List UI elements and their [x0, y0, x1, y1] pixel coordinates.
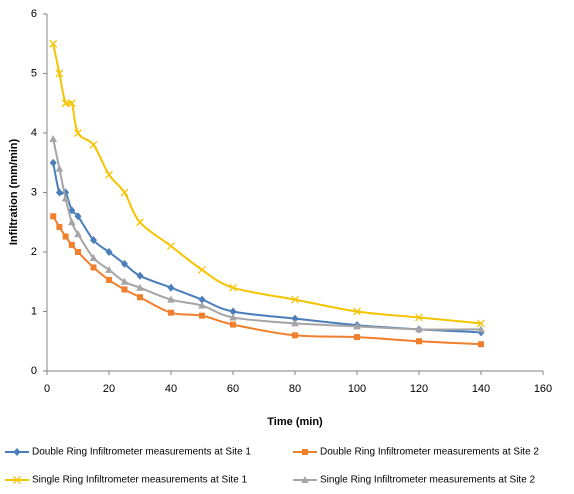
marker [74, 212, 82, 221]
marker [120, 188, 129, 197]
marker [137, 294, 143, 301]
marker [291, 314, 299, 323]
marker [136, 218, 144, 227]
marker [167, 295, 175, 303]
marker [353, 307, 361, 316]
marker [229, 313, 237, 321]
marker [55, 164, 64, 172]
x-tick-label: 120 [410, 383, 428, 395]
y-tick-label: 2 [31, 246, 37, 258]
marker [301, 476, 309, 483]
marker [105, 170, 113, 179]
marker [291, 319, 299, 327]
marker [56, 224, 63, 231]
y-tick-label: 5 [31, 67, 37, 79]
marker [477, 319, 485, 328]
marker [55, 188, 63, 197]
marker [105, 265, 113, 273]
x-tick-label: 60 [227, 383, 239, 395]
series-line [52, 162, 482, 334]
marker [167, 283, 175, 292]
y-tick-label: 4 [31, 127, 37, 139]
marker [49, 39, 58, 48]
marker [415, 313, 423, 322]
marker [198, 301, 206, 309]
marker [136, 271, 144, 280]
marker [120, 277, 129, 285]
legend-item: Single Ring Infiltrometer measurements a… [5, 475, 248, 486]
marker [291, 295, 299, 304]
marker [199, 312, 205, 319]
x-tick-label: 160 [534, 383, 552, 395]
marker [68, 206, 76, 215]
y-tick-label: 1 [31, 305, 37, 317]
marker [67, 99, 76, 108]
legend-text: Double Ring Infiltrometer measurements a… [32, 447, 251, 458]
marker [302, 449, 308, 455]
marker [75, 249, 81, 255]
marker [121, 259, 128, 268]
marker [353, 322, 361, 330]
series-line [52, 43, 482, 325]
marker [55, 69, 64, 78]
legend-text: Single Ring Infiltrometer measurements a… [320, 475, 536, 486]
y-tick-label: 6 [31, 8, 37, 20]
marker [68, 218, 76, 226]
marker [229, 307, 237, 316]
marker [198, 265, 206, 274]
marker [230, 321, 236, 328]
x-axis-title: Time (min) [267, 416, 323, 428]
x-tick-label: 20 [103, 383, 115, 395]
marker [229, 283, 237, 292]
marker [136, 283, 144, 291]
x-tick-label: 80 [289, 383, 301, 395]
marker [49, 158, 57, 167]
marker [478, 341, 484, 348]
y-tick-label: 0 [31, 365, 37, 377]
marker [74, 129, 82, 137]
x-tick-label: 140 [472, 383, 490, 395]
marker [13, 448, 21, 456]
x-tick-label: 100 [348, 383, 366, 395]
marker [61, 194, 70, 202]
marker [90, 264, 97, 271]
x-tick-label: 0 [44, 383, 50, 395]
legend-item: Single Ring Infiltrometer measurements a… [293, 475, 536, 486]
series-line [52, 215, 482, 346]
marker [105, 248, 113, 256]
legend-text: Double Ring Infiltrometer measurements a… [320, 447, 539, 458]
marker [74, 230, 82, 238]
marker [198, 295, 206, 304]
marker [416, 338, 422, 345]
marker [167, 242, 175, 251]
marker [477, 325, 485, 333]
marker [61, 99, 70, 108]
legend-text: Single Ring Infiltrometer measurements a… [32, 475, 248, 486]
y-tick-label: 3 [31, 186, 37, 198]
marker [90, 236, 97, 245]
marker [89, 140, 98, 149]
marker [415, 325, 423, 333]
legend-item: Double Ring Infiltrometer measurements a… [293, 447, 539, 458]
x-tick-label: 40 [165, 383, 177, 395]
marker [168, 309, 174, 316]
marker [50, 213, 57, 220]
y-axis-title: Infiltration (mm/min) [8, 139, 20, 246]
marker [354, 334, 360, 341]
marker [106, 276, 112, 283]
series-line [52, 138, 482, 331]
marker [49, 134, 57, 142]
legend-item: Double Ring Infiltrometer measurements a… [5, 447, 251, 458]
marker [292, 332, 298, 339]
marker [68, 241, 75, 248]
marker [13, 476, 21, 484]
marker [62, 233, 69, 240]
marker [89, 253, 98, 261]
marker [121, 286, 128, 293]
